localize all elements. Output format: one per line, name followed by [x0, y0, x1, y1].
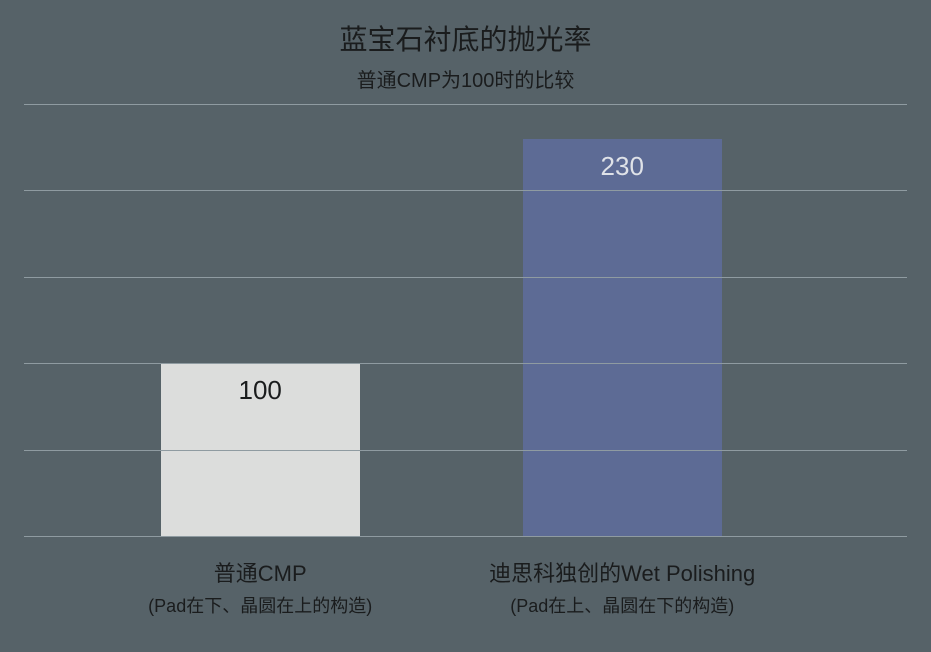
- category-label: 普通CMP (Pad在下、晶圆在上的构造): [148, 556, 372, 618]
- gridline: [24, 190, 907, 191]
- category-label: 迪思科独创的Wet Polishing (Pad在上、晶圆在下的构造): [489, 556, 755, 618]
- bar: 230: [523, 139, 722, 536]
- bars-layer: 100 230: [24, 104, 907, 536]
- category-label-sub: (Pad在上、晶圆在下的构造): [489, 592, 755, 618]
- category-labels-row: 普通CMP (Pad在下、晶圆在上的构造) 迪思科独创的Wet Polishing (…: [24, 556, 907, 626]
- gridline: [24, 450, 907, 451]
- title-block: 蓝宝石衬底的抛光率 普通CMP为100时的比较: [0, 18, 931, 93]
- gridline: [24, 104, 907, 105]
- bar-value-label: 100: [161, 375, 360, 406]
- bar-chart-container: 蓝宝石衬底的抛光率 普通CMP为100时的比较 100 230 普通CMP (Pad…: [0, 0, 931, 652]
- gridline: [24, 363, 907, 364]
- plot-area: 100 230: [24, 104, 907, 536]
- chart-subtitle: 普通CMP为100时的比较: [0, 64, 931, 93]
- bar-value-label: 230: [523, 151, 722, 182]
- category-label-main: 普通CMP: [148, 556, 372, 588]
- category-label-sub: (Pad在下、晶圆在上的构造): [148, 592, 372, 618]
- gridline: [24, 277, 907, 278]
- gridline: [24, 536, 907, 537]
- category-label-main: 迪思科独创的Wet Polishing: [489, 556, 755, 588]
- chart-title: 蓝宝石衬底的抛光率: [0, 18, 931, 58]
